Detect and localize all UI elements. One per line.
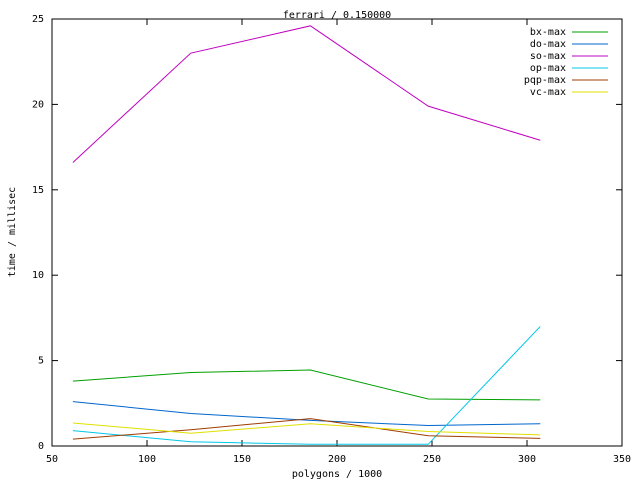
legend-label: vc-max [530, 87, 566, 98]
legend-label: bx-max [530, 27, 566, 38]
x-tick-label: 250 [423, 454, 441, 465]
legend-label: pqp-max [524, 75, 566, 86]
series-line [72, 25, 541, 163]
x-tick-label: 200 [328, 454, 346, 465]
y-tick-label: 25 [32, 14, 44, 25]
series-line [72, 418, 541, 440]
x-axis-label: polygons / 1000 [292, 469, 382, 480]
legend-label: op-max [530, 63, 566, 74]
series-line [72, 401, 541, 427]
x-tick-label: 100 [138, 454, 156, 465]
y-tick-label: 20 [32, 99, 44, 110]
series-line [72, 326, 541, 445]
y-axis-label: time / millisec [7, 187, 18, 277]
x-tick-label: 350 [613, 454, 631, 465]
legend-label: so-max [530, 51, 566, 62]
x-tick-label: 150 [233, 454, 251, 465]
y-tick-label: 0 [38, 441, 44, 452]
y-tick-label: 15 [32, 185, 44, 196]
x-tick-label: 300 [518, 454, 536, 465]
series-line [72, 369, 541, 401]
chart-title: ferrari / 0.150000 [283, 10, 391, 21]
y-tick-label: 5 [38, 356, 44, 367]
x-tick-label: 50 [46, 454, 58, 465]
series-line [72, 422, 541, 436]
y-tick-label: 10 [32, 270, 44, 281]
legend-label: do-max [530, 39, 566, 50]
